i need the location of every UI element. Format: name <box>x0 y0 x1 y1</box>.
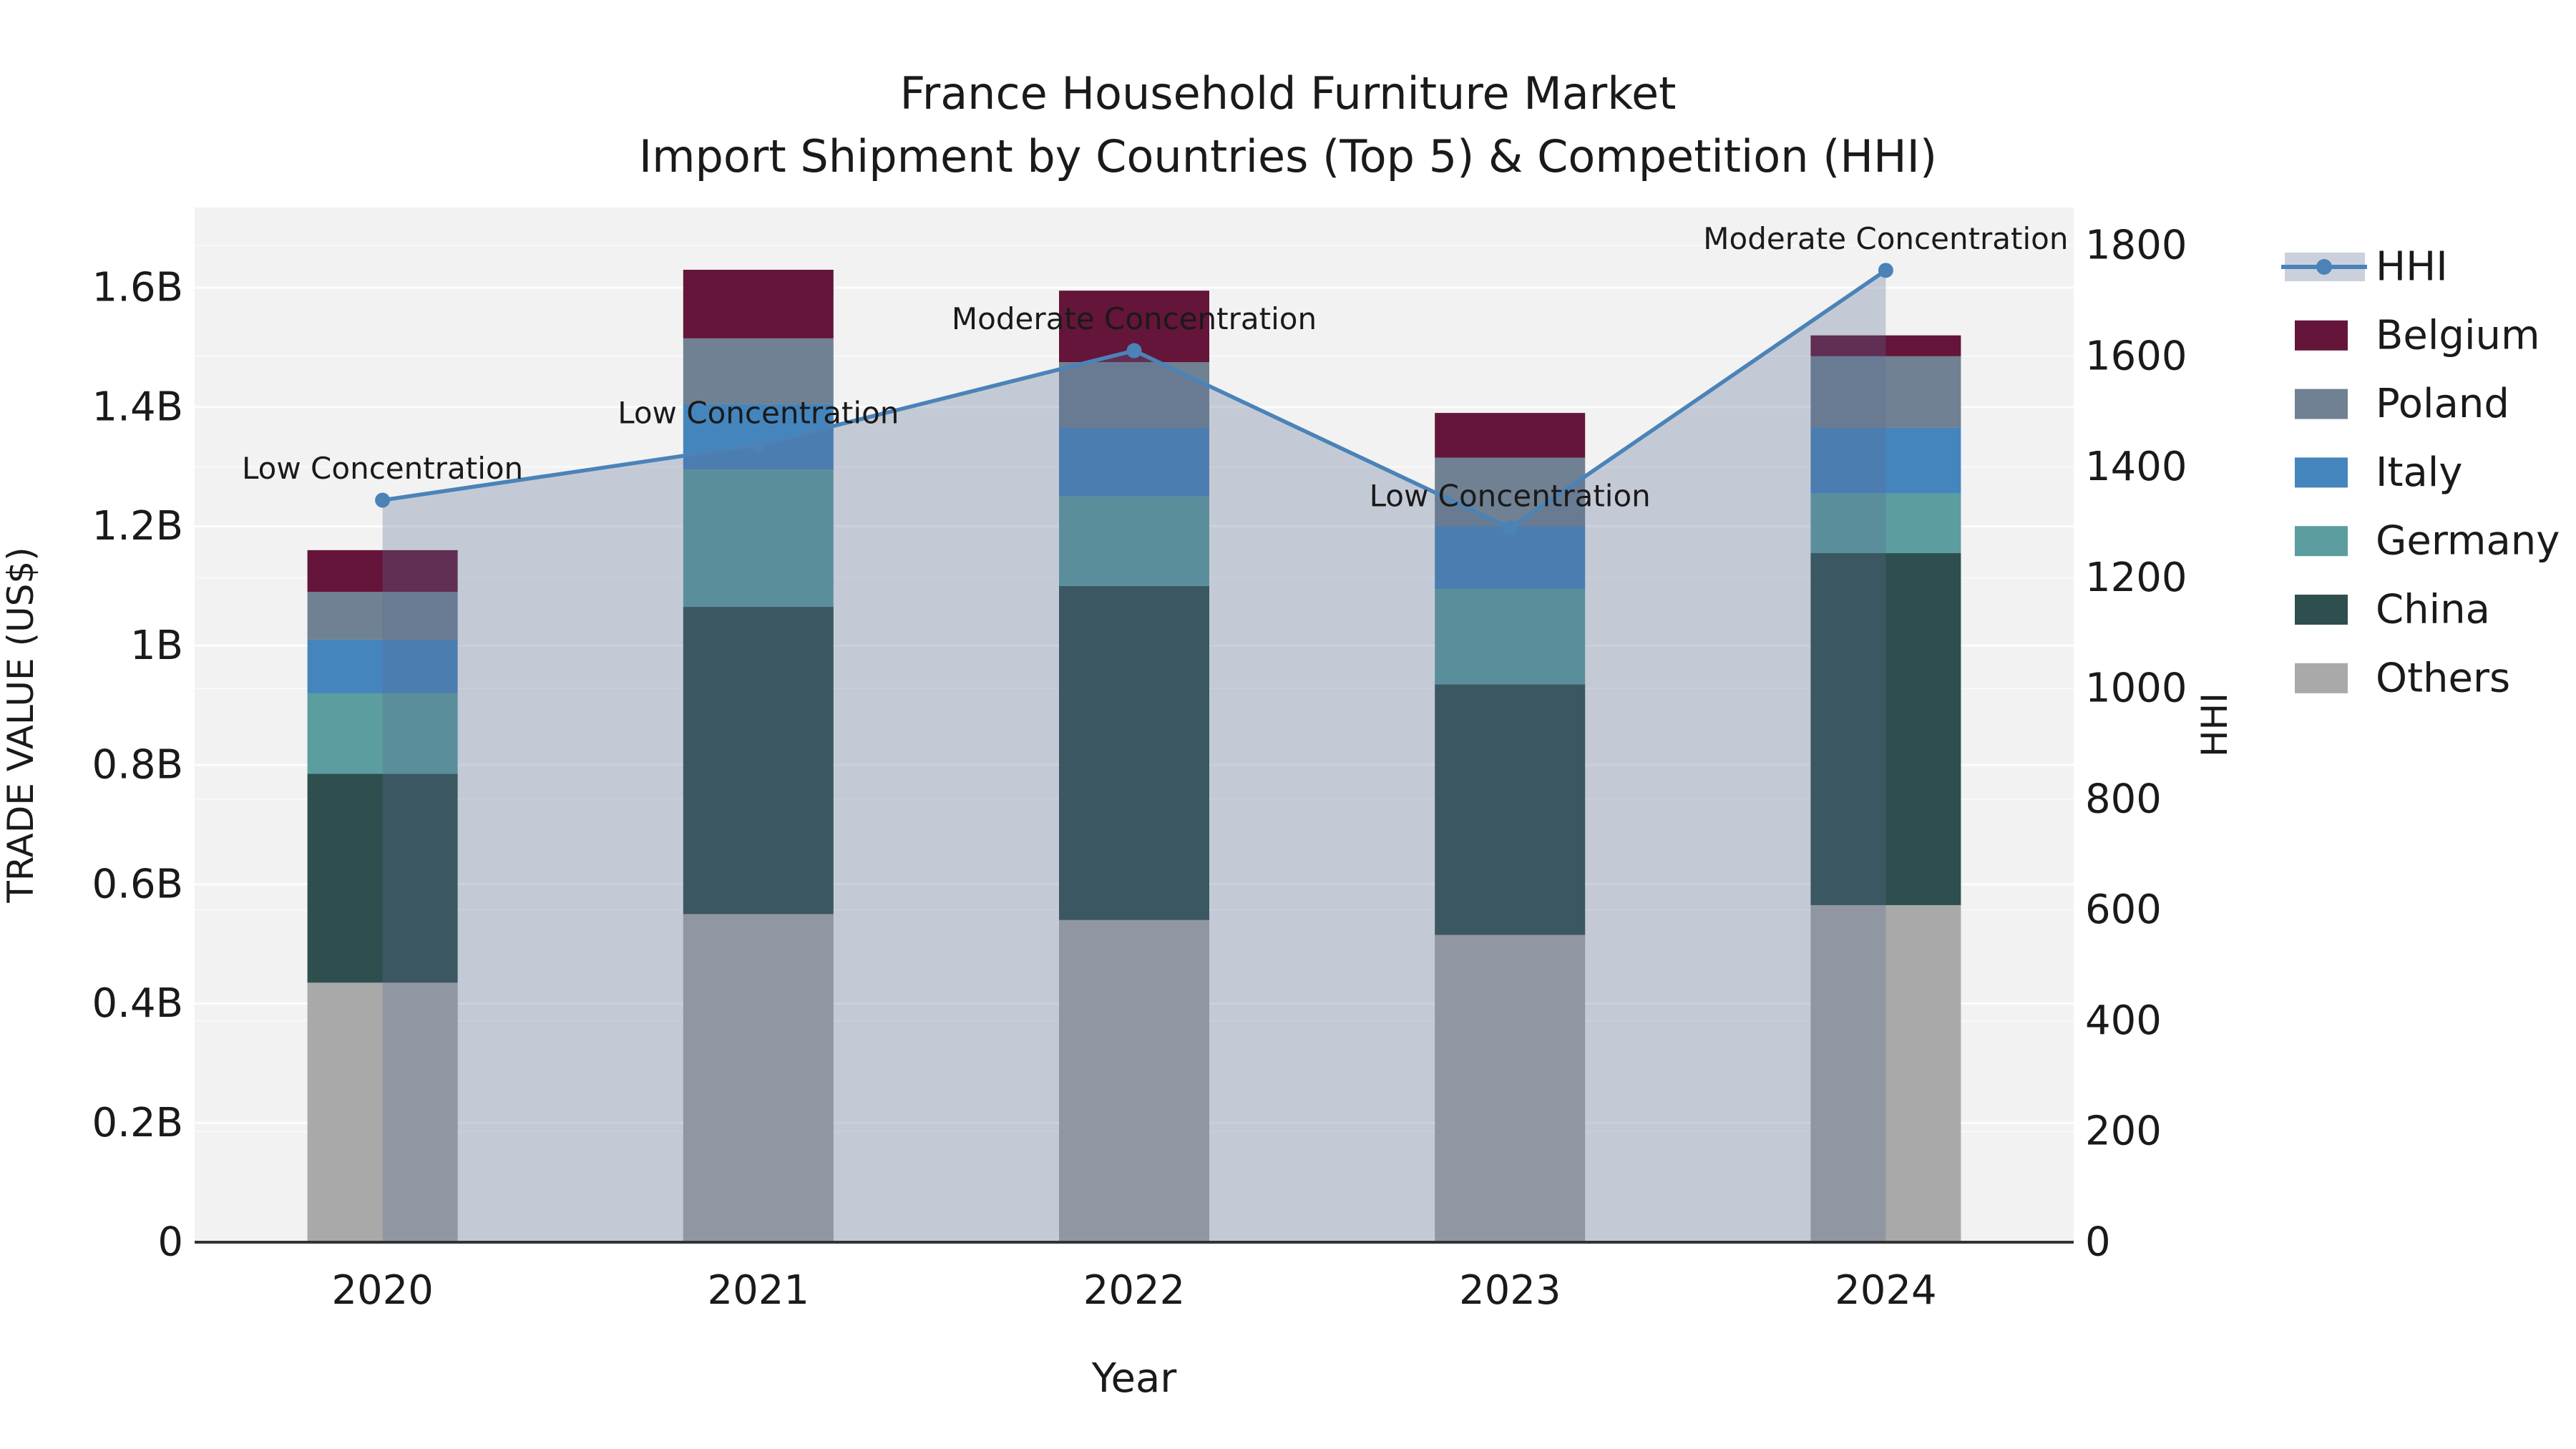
hhi-area <box>382 270 1886 1243</box>
bar-segment-poland-2020 <box>307 592 458 640</box>
bar-segment-poland-2024 <box>1810 356 1961 428</box>
bar-segment-italy-2023 <box>1435 526 1586 590</box>
left-tick-0.4B: 0.4B <box>92 980 183 1027</box>
legend-label-germany: Germany <box>2376 518 2560 565</box>
legend-label-others: Others <box>2376 655 2510 701</box>
right-tick-0: 0 <box>2085 1219 2111 1266</box>
annotation-2021: Low Concentration <box>618 396 899 431</box>
right-tick-200: 200 <box>2085 1108 2162 1155</box>
plot-area: Low Concentration Low Concentration Modera… <box>92 208 2187 1314</box>
bar-segment-china-2020 <box>307 774 458 983</box>
right-tick-1600: 1600 <box>2085 333 2187 379</box>
legend-item-poland: Poland <box>2295 381 2509 427</box>
x-axis-title: Year <box>1091 1355 1178 1402</box>
legend-item-belgium: Belgium <box>2295 312 2540 358</box>
legend-label-italy: Italy <box>2376 449 2463 496</box>
legend-label-poland: Poland <box>2376 381 2509 427</box>
bar-segment-germany-2020 <box>307 693 458 774</box>
right-tick-800: 800 <box>2085 776 2162 822</box>
right-tick-1200: 1200 <box>2085 555 2187 601</box>
legend-swatch-poland <box>2295 389 2348 419</box>
bar-segment-others-2022 <box>1059 919 1209 1242</box>
bar-segment-belgium-2024 <box>1810 335 1961 356</box>
bar-segment-italy-2022 <box>1059 427 1209 497</box>
bar-segment-italy-2024 <box>1810 427 1961 494</box>
left-tick-0.8B: 0.8B <box>92 742 183 789</box>
left-axis-title: TRADE VALUE (US$) <box>0 547 42 903</box>
bar-segment-others-2020 <box>307 982 458 1242</box>
right-tick-400: 400 <box>2085 997 2162 1044</box>
legend-label-china: China <box>2376 587 2490 633</box>
x-tick-2023: 2023 <box>1459 1267 1561 1314</box>
legend-label-hhi: HHI <box>2376 244 2448 291</box>
bar-segment-others-2023 <box>1435 935 1586 1242</box>
left-tick-1.2B: 1.2B <box>92 503 183 550</box>
bar-segment-germany-2021 <box>683 469 834 608</box>
bar-segment-china-2021 <box>683 607 834 914</box>
legend-swatch-others <box>2295 663 2348 693</box>
annotation-2022: Moderate Concentration <box>952 301 1317 336</box>
bar-segment-others-2021 <box>683 914 834 1242</box>
x-tick-2021: 2021 <box>708 1267 810 1314</box>
bar-segment-italy-2021 <box>683 404 834 470</box>
chart-title-line1: France Household Furniture Market <box>900 67 1677 119</box>
bar-segment-belgium-2023 <box>1435 413 1586 458</box>
legend: HHI Belgium Poland Italy Germany China Others <box>2281 244 2560 701</box>
legend-item-italy: Italy <box>2295 449 2463 496</box>
left-tick-1.4B: 1.4B <box>92 384 183 430</box>
left-tick-0: 0 <box>157 1219 183 1266</box>
annotation-2024: Moderate Concentration <box>1703 221 2068 256</box>
right-tick-1400: 1400 <box>2085 444 2187 490</box>
legend-item-hhi: HHI <box>2281 244 2448 291</box>
x-tick-2024: 2024 <box>1835 1267 1937 1314</box>
legend-swatch-germany <box>2295 526 2348 557</box>
bar-segment-others-2024 <box>1810 904 1961 1242</box>
hhi-marker-2021 <box>751 437 766 453</box>
legend-item-others: Others <box>2295 655 2510 701</box>
legend-swatch-china <box>2295 595 2348 625</box>
left-tick-0.6B: 0.6B <box>92 861 183 907</box>
legend-item-germany: Germany <box>2295 518 2560 565</box>
bar-segment-germany-2023 <box>1435 589 1586 685</box>
left-tick-1B: 1B <box>130 623 183 669</box>
annotation-2020: Low Concentration <box>242 451 523 486</box>
legend-swatch-hhi-marker <box>2316 259 2332 275</box>
hhi-marker-2024 <box>1878 263 1893 278</box>
hhi-marker-2022 <box>1126 343 1142 358</box>
legend-item-china: China <box>2295 587 2490 633</box>
right-axis-title: HHI <box>2194 693 2235 757</box>
bar-segment-poland-2021 <box>683 338 834 404</box>
bar-segment-germany-2024 <box>1810 493 1961 554</box>
bar-segment-china-2023 <box>1435 684 1586 935</box>
legend-label-belgium: Belgium <box>2376 312 2540 358</box>
bar-segment-germany-2022 <box>1059 496 1209 586</box>
annotation-2023: Low Concentration <box>1370 479 1651 514</box>
left-tick-0.2B: 0.2B <box>92 1100 183 1146</box>
bar-segment-belgium-2020 <box>307 550 458 592</box>
bar-segment-china-2022 <box>1059 585 1209 920</box>
x-tick-2020: 2020 <box>331 1267 434 1314</box>
right-tick-1000: 1000 <box>2085 665 2187 712</box>
hhi-marker-2020 <box>375 492 391 508</box>
legend-swatch-italy <box>2295 457 2348 488</box>
hhi-marker-2023 <box>1502 520 1518 536</box>
bar-segment-belgium-2021 <box>683 269 834 338</box>
bar-segment-china-2024 <box>1810 553 1961 905</box>
bar-segment-italy-2020 <box>307 639 458 693</box>
right-tick-600: 600 <box>2085 887 2162 933</box>
chart-title-line2: Import Shipment by Countries (Top 5) & C… <box>639 130 1937 182</box>
legend-swatch-belgium <box>2295 320 2348 351</box>
left-tick-1.6B: 1.6B <box>92 265 183 311</box>
right-tick-1800: 1800 <box>2085 223 2187 269</box>
x-tick-2022: 2022 <box>1083 1267 1186 1314</box>
